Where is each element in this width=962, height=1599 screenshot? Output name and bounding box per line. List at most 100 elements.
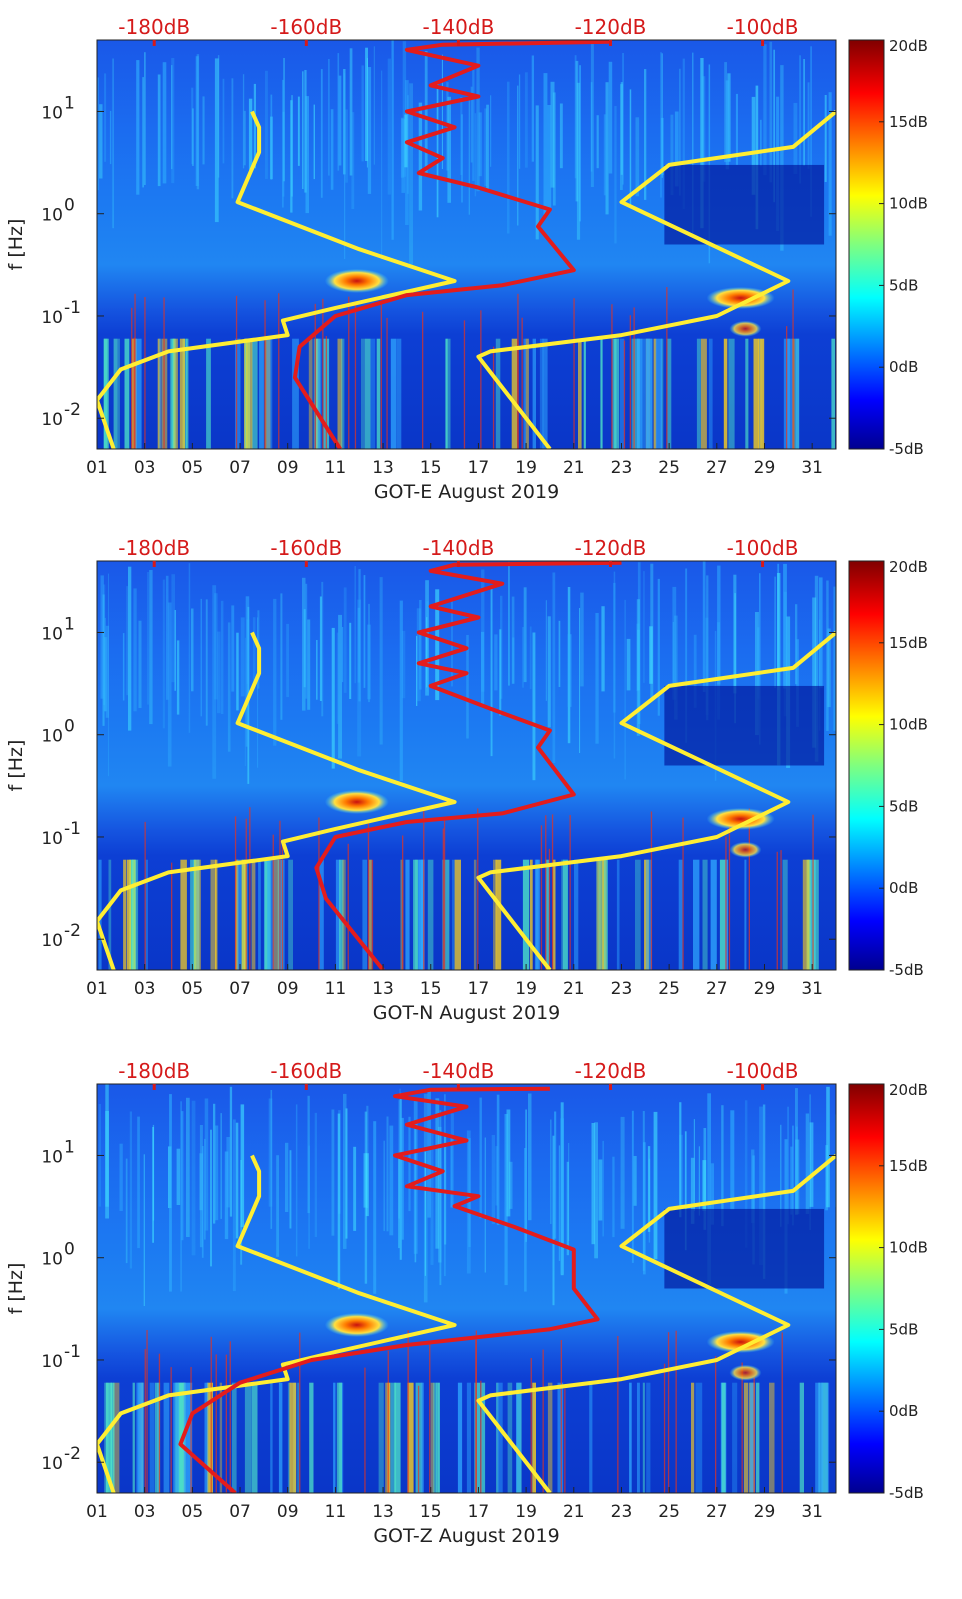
y-tick-exponent: 0 xyxy=(64,717,75,737)
x-axis-label: GOT-Z August 2019 xyxy=(373,1525,559,1547)
plot-area xyxy=(97,40,836,449)
colorbar-label: 0dB xyxy=(889,1402,918,1420)
series-line-2 xyxy=(476,630,836,970)
top-axis-label: -140dB xyxy=(422,1059,494,1083)
y-axis-label: f [Hz] xyxy=(5,1263,27,1315)
x-tick-label: 09 xyxy=(277,458,299,478)
y-tick-label: 10 xyxy=(41,829,63,849)
x-axis-label: GOT-N August 2019 xyxy=(373,1002,561,1024)
x-tick-label: 15 xyxy=(420,979,442,999)
y-tick-exponent: 0 xyxy=(64,1240,75,1260)
hot-spot xyxy=(706,1330,775,1353)
plot-area xyxy=(97,1084,836,1493)
colorbar-label: 20dB xyxy=(889,558,928,576)
x-tick-label: 03 xyxy=(134,458,156,478)
x-tick-label: 15 xyxy=(420,1502,442,1522)
colorbar-label: 5dB xyxy=(889,797,918,815)
x-tick-label: 29 xyxy=(754,979,776,999)
x-axis-label: GOT-E August 2019 xyxy=(374,481,559,503)
y-tick-exponent: -1 xyxy=(64,298,81,318)
x-tick-label: 25 xyxy=(658,458,680,478)
x-tick-label: 27 xyxy=(706,979,728,999)
y-tick-label: 10 xyxy=(41,931,63,951)
x-tick-label: 21 xyxy=(563,1502,585,1522)
top-axis-label: -120dB xyxy=(575,1059,647,1083)
top-axis-label: -140dB xyxy=(422,15,494,39)
x-tick-label: 05 xyxy=(182,979,204,999)
hot-spot xyxy=(324,789,389,814)
series-line-3 xyxy=(292,40,610,449)
x-tick-label: 21 xyxy=(563,979,585,999)
top-axis-label: -160dB xyxy=(270,536,342,560)
y-axis-label: f [Hz] xyxy=(5,219,27,271)
x-tick-label: 11 xyxy=(325,458,347,478)
colorbar-label: 10dB xyxy=(889,716,928,734)
y-tick-label: 10 xyxy=(41,206,63,226)
x-tick-label: 11 xyxy=(325,1502,347,1522)
x-tick-label: 17 xyxy=(468,458,490,478)
top-axis-label: -180dB xyxy=(118,536,190,560)
colorbar xyxy=(848,560,885,971)
x-tick-label: 23 xyxy=(611,979,633,999)
series-line-3 xyxy=(314,561,622,970)
top-axis-label: -100dB xyxy=(727,1059,799,1083)
plot-frame xyxy=(96,39,837,450)
y-tick-label: 10 xyxy=(41,1454,63,1474)
series-line-1 xyxy=(97,631,457,970)
colorbar-label: 10dB xyxy=(889,195,928,213)
top-axis-label: -180dB xyxy=(118,15,190,39)
series-line-3 xyxy=(178,1086,600,1493)
x-tick-label: 03 xyxy=(134,1502,156,1522)
top-axis-label: -140dB xyxy=(422,536,494,560)
colorbar xyxy=(848,1083,885,1494)
plot-frame xyxy=(96,1083,837,1494)
x-tick-label: 19 xyxy=(515,979,537,999)
x-tick-label: 19 xyxy=(515,458,537,478)
x-tick-label: 27 xyxy=(706,458,728,478)
colorbar-label: 20dB xyxy=(889,1081,928,1099)
x-tick-label: 29 xyxy=(754,458,776,478)
top-axis-label: -120dB xyxy=(575,15,647,39)
series-line-1 xyxy=(97,1154,457,1493)
hot-spot xyxy=(729,841,762,858)
y-tick-exponent: -1 xyxy=(64,819,81,839)
series-line-1 xyxy=(97,110,457,449)
x-tick-label: 27 xyxy=(706,1502,728,1522)
x-tick-label: 29 xyxy=(754,1502,776,1522)
hot-spot xyxy=(706,807,775,830)
top-axis-label: -120dB xyxy=(575,536,647,560)
x-tick-label: 05 xyxy=(182,458,204,478)
y-tick-label: 10 xyxy=(41,727,63,747)
x-tick-label: 17 xyxy=(468,1502,490,1522)
y-tick-label: 10 xyxy=(41,1147,63,1167)
colorbar-label: 15dB xyxy=(889,634,928,652)
hot-spot xyxy=(324,268,389,293)
top-axis-label: -100dB xyxy=(727,536,799,560)
x-tick-label: 01 xyxy=(86,1502,108,1522)
top-axis-label: -100dB xyxy=(727,15,799,39)
hot-spot xyxy=(324,1312,389,1337)
y-tick-label: 10 xyxy=(41,1250,63,1270)
y-tick-label: 10 xyxy=(41,624,63,644)
x-tick-label: 13 xyxy=(372,979,394,999)
y-tick-exponent: -1 xyxy=(64,1342,81,1362)
x-tick-label: 23 xyxy=(611,458,633,478)
colorbar-label: 20dB xyxy=(889,37,928,55)
y-tick-exponent: -2 xyxy=(64,400,81,420)
top-axis-label: -180dB xyxy=(118,1059,190,1083)
x-tick-label: 13 xyxy=(372,1502,394,1522)
y-tick-exponent: -2 xyxy=(64,921,81,941)
x-tick-label: 11 xyxy=(325,979,347,999)
x-tick-label: 13 xyxy=(372,458,394,478)
y-tick-exponent: 1 xyxy=(64,614,75,634)
x-tick-label: 25 xyxy=(658,979,680,999)
x-tick-label: 03 xyxy=(134,979,156,999)
plot-frame xyxy=(96,560,837,971)
hot-spot xyxy=(729,320,762,337)
x-tick-label: 09 xyxy=(277,979,299,999)
x-tick-label: 05 xyxy=(182,1502,204,1522)
